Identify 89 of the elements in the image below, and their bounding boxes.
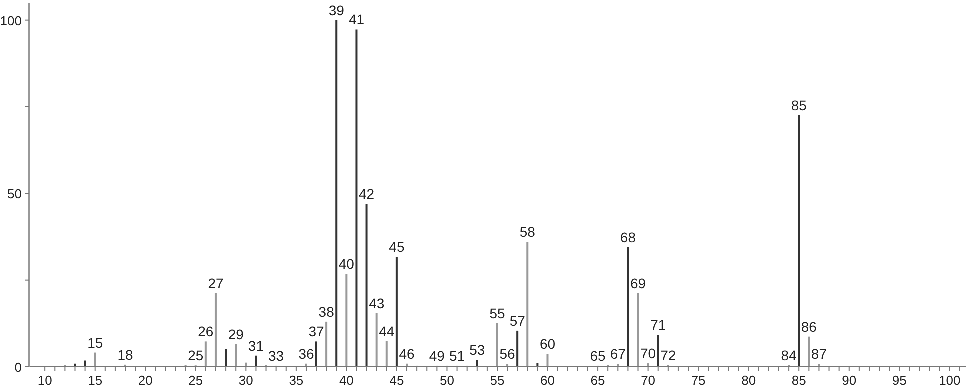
- y-tick-label: 50: [8, 186, 22, 202]
- x-tick-label: 70: [641, 373, 656, 388]
- bar: [818, 364, 820, 367]
- bar: [376, 313, 378, 367]
- bar: [617, 364, 620, 367]
- bar: [808, 336, 810, 367]
- annotation: 53: [470, 342, 486, 358]
- x-tick-label: 35: [289, 373, 304, 388]
- bar: [94, 352, 96, 367]
- annotation: 72: [660, 347, 676, 364]
- bar: [235, 344, 238, 367]
- annotation: 87: [811, 346, 828, 362]
- bar: [516, 330, 519, 367]
- x-tick-label: 65: [590, 373, 606, 388]
- annotation: 55: [490, 305, 506, 322]
- annotation: 56: [500, 346, 516, 362]
- bar: [627, 247, 630, 367]
- annotation: 60: [540, 336, 556, 352]
- annotation: 44: [379, 323, 395, 340]
- annotation: 18: [118, 346, 134, 363]
- x-tick-label: 40: [339, 373, 354, 388]
- x-tick-label: 30: [238, 373, 254, 388]
- annotation: 85: [791, 97, 808, 114]
- annotation: 70: [640, 346, 656, 362]
- annotation: 51: [449, 348, 466, 364]
- annotation: 41: [348, 12, 365, 28]
- x-tick-label: 80: [742, 373, 756, 388]
- annotation: 67: [610, 346, 626, 362]
- bar: [346, 274, 348, 367]
- bar: [657, 335, 660, 367]
- bar: [798, 115, 800, 367]
- annotation: 71: [650, 317, 666, 334]
- bar: [496, 323, 498, 367]
- annotation: 86: [801, 318, 818, 335]
- bar: [526, 242, 529, 367]
- x-tick-label: 50: [440, 373, 454, 388]
- x-tick-label: 20: [138, 373, 153, 388]
- x-tick-label: 75: [691, 373, 706, 388]
- bar: [506, 364, 509, 367]
- annotation: 40: [338, 256, 355, 272]
- x-tick-label: 85: [792, 373, 806, 388]
- annotation: 57: [510, 312, 526, 329]
- x-tick-label: 55: [490, 373, 505, 388]
- bar: [326, 322, 328, 367]
- bar: [546, 354, 549, 367]
- annotation: 38: [318, 304, 335, 320]
- x-tick-label: 10: [38, 373, 52, 388]
- annotation: 25: [188, 348, 204, 364]
- x-tick-label: 95: [892, 373, 907, 388]
- annotation: 36: [298, 346, 314, 362]
- y-tick-label: 0: [14, 360, 22, 375]
- y-tick-label: 100: [0, 13, 22, 28]
- annotation: 31: [248, 338, 264, 354]
- annotation: 49: [429, 348, 446, 364]
- bar: [316, 342, 318, 367]
- x-tick-label: 60: [540, 373, 556, 388]
- annotation: 15: [88, 334, 104, 351]
- annotation: 27: [208, 276, 224, 292]
- bar: [366, 204, 368, 367]
- x-tick-label: 90: [842, 373, 857, 388]
- x-tick-label: 45: [390, 373, 404, 388]
- bar: [225, 349, 228, 367]
- bar: [536, 363, 539, 367]
- annotation: 45: [389, 239, 405, 256]
- annotation: 39: [328, 2, 345, 18]
- bar: [255, 356, 258, 367]
- bar: [476, 360, 478, 367]
- bar: [214, 294, 217, 367]
- bar: [204, 342, 207, 367]
- annotation: 33: [268, 348, 284, 364]
- bar: [336, 20, 338, 367]
- annotation: 43: [369, 295, 385, 312]
- x-tick-label: 25: [188, 373, 204, 388]
- bar: [396, 257, 398, 367]
- annotation: 68: [620, 229, 636, 246]
- x-tick-label: 15: [88, 373, 103, 388]
- annotation: 42: [359, 186, 375, 202]
- annotation: 69: [630, 276, 646, 292]
- bar: [637, 294, 640, 367]
- bar: [386, 341, 388, 367]
- annotation: 29: [228, 326, 244, 342]
- annotation: 26: [198, 324, 214, 340]
- annotation: 37: [308, 324, 325, 340]
- x-tick-label: 100: [939, 373, 961, 388]
- annotation: 65: [590, 348, 606, 364]
- annotation: 58: [520, 224, 536, 240]
- annotation: 84: [781, 347, 798, 364]
- annotation: 46: [399, 346, 416, 362]
- bar: [356, 30, 358, 367]
